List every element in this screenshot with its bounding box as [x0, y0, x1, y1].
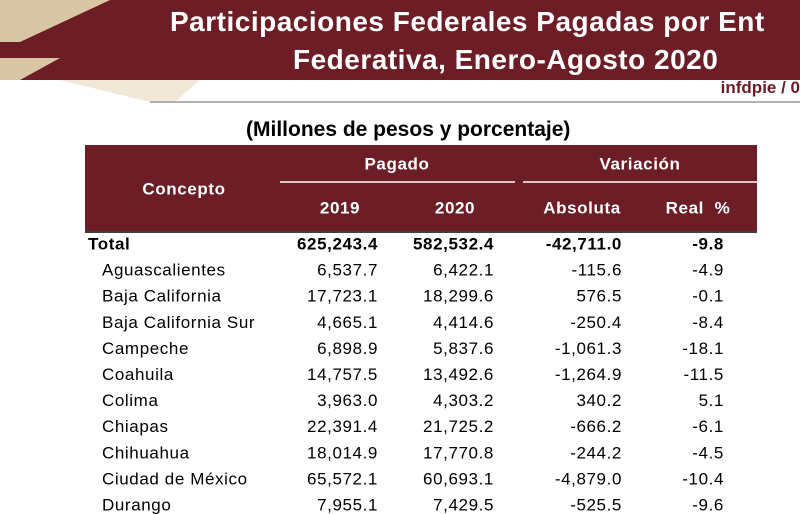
header-cell: Variación: [600, 154, 681, 173]
cell: 13,492.6: [423, 365, 494, 384]
cell: -18.1: [682, 339, 724, 358]
row-label: Baja California Sur: [102, 313, 255, 332]
cell: 5.1: [699, 391, 724, 410]
cell: -42,711.0: [546, 234, 622, 253]
cell: 6,422.1: [433, 261, 494, 280]
cell: -6.1: [692, 417, 724, 436]
cell: -11.5: [684, 365, 725, 384]
cell: -115.6: [571, 261, 622, 280]
cell: -1,264.9: [555, 365, 622, 384]
cell: -244.2: [570, 443, 622, 462]
cell: 3,963.0: [317, 391, 378, 410]
row-label: Total: [88, 234, 130, 253]
cell: 4,665.1: [317, 313, 378, 332]
cell: 17,770.8: [423, 443, 494, 462]
cell: 6,537.7: [317, 261, 378, 280]
row-label: Aguascalientes: [102, 261, 226, 280]
row-label: Durango: [102, 495, 171, 514]
cell: 4,303.2: [433, 391, 494, 410]
row-label: Colima: [102, 391, 159, 410]
cell: -10.4: [682, 469, 724, 488]
table-caption: (Millones de pesos y porcentaje): [246, 118, 571, 141]
cell: -4,879.0: [555, 469, 622, 488]
cell: 625,243.4: [297, 234, 378, 253]
row-label: Baja California: [102, 287, 222, 306]
cell: -0.1: [692, 287, 724, 306]
row-label: Campeche: [102, 339, 189, 358]
cell: -4.9: [692, 261, 724, 280]
header-cell: 2019: [320, 198, 360, 217]
cell: 60,693.1: [423, 469, 494, 488]
header-cell: Pagado: [364, 154, 429, 173]
cell: 4,414.6: [433, 313, 494, 332]
cell: 17,723.1: [307, 287, 378, 306]
cell: 582,532.4: [413, 234, 494, 253]
cell: 7,955.1: [317, 495, 378, 514]
cell: -1,061.3: [555, 339, 622, 358]
cell: 21,725.2: [423, 417, 494, 436]
row-label: Ciudad de México: [102, 469, 248, 488]
cell: -4.5: [692, 443, 724, 462]
cell: 7,429.5: [433, 495, 494, 514]
header-cell: Concepto: [142, 179, 225, 198]
cell: -9.6: [692, 495, 724, 514]
cell: -9.8: [692, 234, 724, 253]
cell: 5,837.6: [433, 339, 494, 358]
cell: 576.5: [576, 287, 622, 306]
title: Participaciones Federales Pagadas por En…: [170, 6, 765, 37]
cell: 14,757.5: [307, 365, 378, 384]
row-label: Chiapas: [102, 417, 169, 436]
cell: -525.5: [570, 495, 622, 514]
cell: -666.2: [570, 417, 622, 436]
banner: [0, 0, 800, 103]
cell: -250.4: [570, 313, 622, 332]
header-cell: 2020: [435, 198, 475, 217]
cell: 18,014.9: [307, 443, 378, 462]
row-label: Coahuila: [102, 365, 174, 384]
cell: 18,299.6: [423, 287, 494, 306]
cell: 340.2: [576, 391, 622, 410]
cell: 6,898.9: [317, 339, 378, 358]
header-cell: Real %: [666, 198, 731, 217]
report-tag: infdpie / 0: [720, 78, 800, 97]
cell: 65,572.1: [307, 469, 378, 488]
title: Federativa, Enero-Agosto 2020: [293, 44, 719, 75]
header-cell: Absoluta: [543, 198, 621, 217]
row-label: Chihuahua: [102, 443, 190, 462]
cell: -8.4: [692, 313, 724, 332]
cell: 22,391.4: [307, 417, 378, 436]
